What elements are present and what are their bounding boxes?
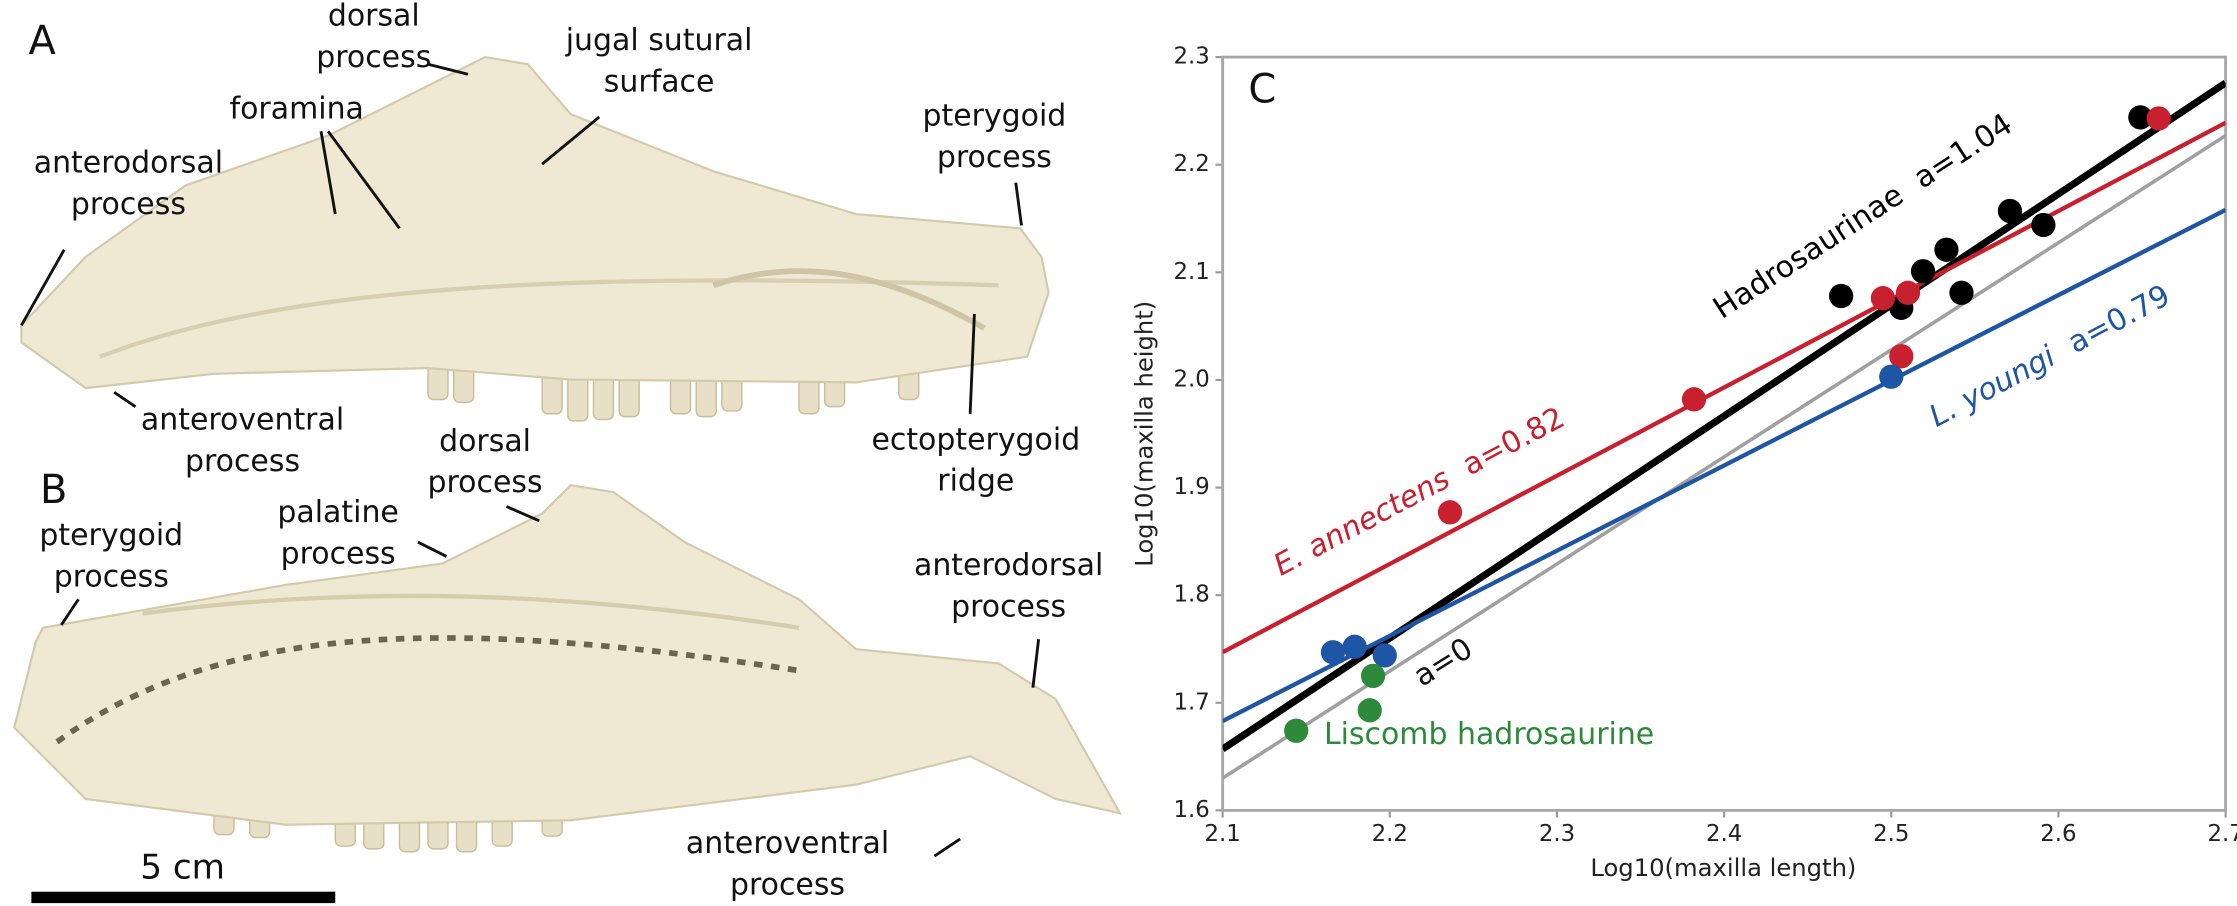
- data-point: [2128, 105, 2153, 130]
- fit-line: [1222, 79, 2226, 753]
- data-point: [1681, 387, 1707, 412]
- data-point: [1437, 500, 1463, 525]
- x-tick-label: 2.7: [2207, 821, 2237, 847]
- y-tick-label: 2.0: [1174, 366, 1210, 392]
- annotation-label: process: [71, 187, 186, 222]
- data-point: [1342, 634, 1367, 659]
- data-point: [1284, 718, 1309, 743]
- annotation-label: anteroventral: [141, 402, 344, 437]
- y-tick-label: 1.6: [1174, 797, 1210, 823]
- fit-line: [1222, 134, 2226, 780]
- annotation-label: jugal sutural: [565, 23, 753, 58]
- data-point: [1372, 643, 1397, 668]
- y-tick-label: 2.3: [1174, 44, 1210, 70]
- data-point: [1357, 698, 1382, 723]
- x-tick-label: 2.4: [1706, 821, 1742, 847]
- x-axis-label: Log10(maxilla length): [1590, 853, 1856, 882]
- data-point: [1828, 283, 1854, 309]
- annotation-label: anterodorsal: [914, 548, 1103, 583]
- y-tick-label: 1.8: [1174, 582, 1210, 608]
- data-point: [1934, 237, 1959, 262]
- y-axis-label: Log10(maxilla height): [1130, 301, 1159, 567]
- x-tick-label: 2.2: [1372, 821, 1408, 847]
- y-tick-label: 2.1: [1174, 259, 1210, 285]
- annotation-label: dorsal: [439, 424, 531, 459]
- leader-lines: [20, 62, 1041, 858]
- annotation-label: ridge: [937, 464, 1014, 499]
- specimen-a-photo: [20, 55, 1050, 422]
- annotation-label: palatine: [277, 495, 398, 530]
- annotation-label: anteroventral: [686, 826, 889, 861]
- y-tick-label: 1.9: [1174, 474, 1210, 500]
- y-tick-label: 1.7: [1174, 689, 1210, 715]
- annotation-label: anterodorsal: [34, 146, 223, 181]
- series-annotation: Liscomb hadrosaurine: [1324, 716, 1654, 751]
- data-point: [1895, 280, 1921, 305]
- panel-letter: C: [1248, 66, 1276, 112]
- scale-bar-label: 5 cm: [140, 847, 225, 887]
- annotation-label: process: [937, 140, 1052, 175]
- slope-label: a=0.79: [2062, 278, 2176, 361]
- annotation-label: process: [316, 40, 431, 75]
- reference-annotation: a=0: [1407, 631, 1479, 694]
- data-point: [1949, 280, 1974, 305]
- panel-letter: A: [29, 18, 56, 64]
- data-point: [2146, 106, 2171, 131]
- data-point: [1889, 344, 1914, 369]
- y-tick-label: 2.2: [1174, 151, 1210, 177]
- x-tick-label: 2.6: [2040, 821, 2076, 847]
- slope-label: a=0.82: [1457, 400, 1571, 483]
- plot-frame: [1221, 55, 2228, 812]
- annotation-label: pterygoid: [39, 518, 183, 553]
- annotation-label: dorsal: [328, 0, 420, 34]
- scale-bar: [31, 891, 336, 904]
- annotation-label: pterygoid: [922, 99, 1066, 134]
- data-point: [1879, 364, 1904, 389]
- panel-letter: B: [40, 467, 67, 513]
- annotation-label: process: [281, 537, 396, 572]
- data-point: [1910, 259, 1936, 284]
- data-point: [1870, 286, 1896, 311]
- specimen-b-photo: [13, 483, 1123, 853]
- annotation-label: process: [54, 559, 169, 594]
- annotation-label: surface: [604, 64, 715, 99]
- annotation-label: process: [951, 589, 1066, 624]
- data-point: [1997, 198, 2023, 224]
- series-name: Liscomb hadrosaurine: [1324, 716, 1654, 751]
- annotation-label: process: [730, 867, 845, 902]
- annotation-label: foramina: [230, 91, 364, 126]
- annotation-label: process: [185, 444, 300, 479]
- fit-line: [1222, 120, 2226, 655]
- fit-line: [1222, 208, 2226, 723]
- plot: 2.1 2.2 2.3 2.4 2.5 2.6 2.7 1.6 1.7 1.8 1.9 2.0 2.1 2…: [1174, 44, 2237, 848]
- series-name: E. annectens: [1268, 461, 1456, 583]
- slope-label: a=1.04: [1907, 106, 2018, 195]
- x-tick-label: 2.1: [1205, 821, 1241, 847]
- annotation-label: process: [428, 465, 543, 500]
- annotation-label: ectopterygoid: [871, 422, 1080, 457]
- data-point: [1360, 663, 1386, 688]
- x-tick-label: 2.3: [1539, 821, 1575, 847]
- data-point: [1320, 640, 1346, 665]
- x-tick-label: 2.5: [1873, 821, 1909, 847]
- data-point: [2031, 212, 2056, 238]
